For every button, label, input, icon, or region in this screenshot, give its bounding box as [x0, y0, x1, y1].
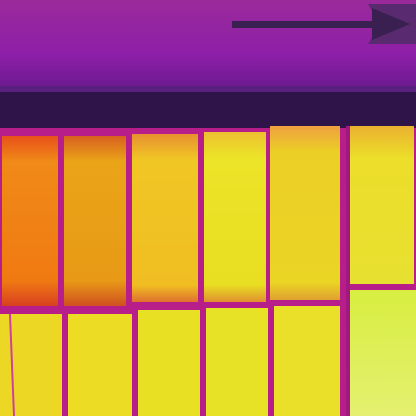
top-row-panels	[2, 126, 414, 306]
panel	[206, 308, 268, 416]
roof-edge	[0, 86, 416, 92]
panel	[350, 290, 416, 416]
panel	[350, 126, 414, 284]
panel	[270, 126, 340, 300]
panel	[0, 314, 62, 416]
bottom-row-panels	[0, 290, 416, 416]
background-sky	[0, 0, 416, 90]
arrow-shape	[232, 4, 416, 44]
panel-seams	[9, 126, 350, 416]
panel	[64, 136, 126, 306]
panel	[204, 132, 266, 302]
panel	[274, 306, 340, 416]
panel	[68, 314, 132, 416]
panel	[138, 310, 200, 416]
panel	[2, 136, 58, 306]
seam	[9, 313, 15, 416]
panel	[132, 134, 198, 302]
roof-shadow	[0, 86, 416, 130]
